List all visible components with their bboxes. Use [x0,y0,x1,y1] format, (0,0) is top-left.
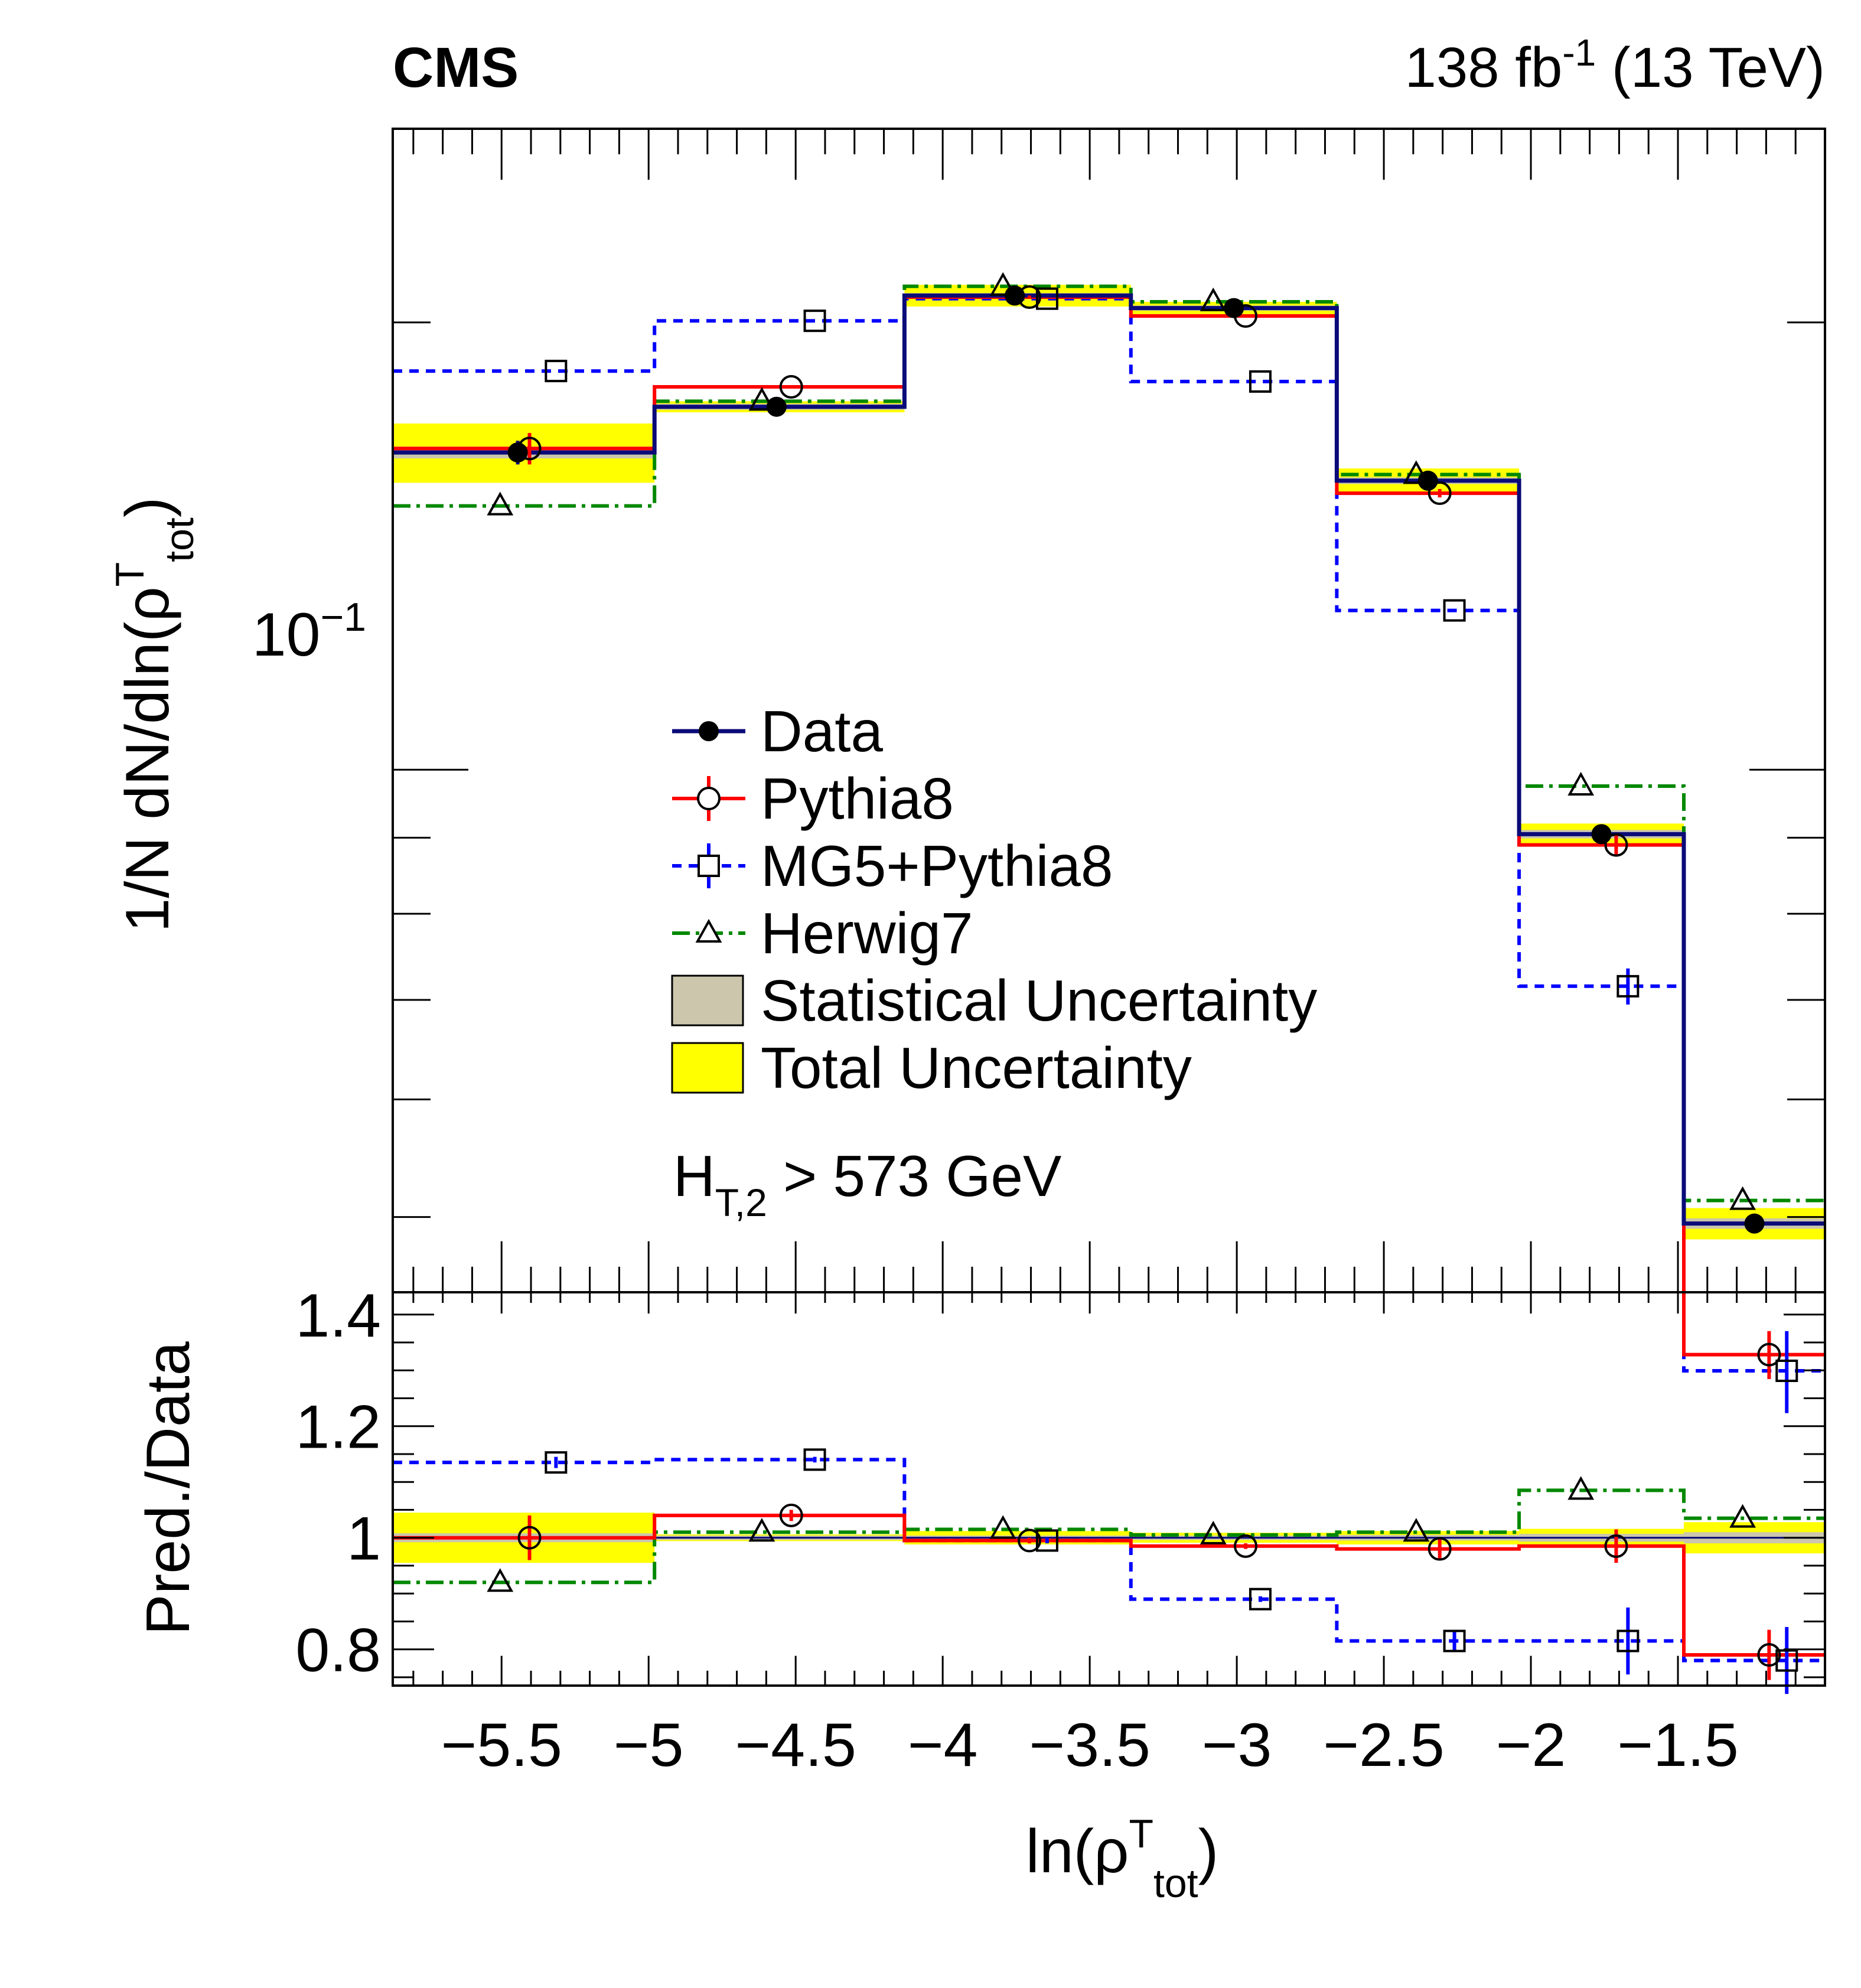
lower-pythia-marker-1 [779,1503,803,1527]
lower-frame [392,1291,1826,1687]
x-tick-label: −5 [614,1711,684,1780]
lower-y-tick-label: 0.8 [295,1617,381,1685]
upper-data-marker-0 [507,442,528,463]
lower-mg5-marker-4 [1443,1629,1466,1653]
lower-mg5-marker-6 [1775,1649,1798,1672]
lower-pythia-marker-6 [1757,1643,1781,1667]
luminosity-label: 138 fb-1 (13 TeV) [1404,31,1825,99]
x-tick-label: −4 [908,1711,978,1780]
legend-label-mg5: MG5+Pythia8 [761,833,1113,898]
x-tick-label: −2 [1496,1711,1566,1780]
lower-panel: 0.8 1 1.2 1.4 [295,1282,1826,1694]
upper-data-marker-3 [1224,298,1244,318]
lower-pythia-marker-0 [517,1526,542,1550]
lower-mg5-marker-3 [1249,1588,1272,1611]
lumi-main: 138 fb [1404,36,1562,99]
upper-mg5-marker-2 [1035,287,1058,310]
upper-herwig-marker-1 [748,387,775,411]
lower-pythia-marker-5 [1604,1534,1628,1558]
lumi-exponent: -1 [1562,31,1596,74]
x-tick-label: −3 [1202,1711,1272,1780]
x-axis-title: ln(ρTtot) [1026,1811,1219,1906]
experiment-label: CMS [393,36,519,99]
lower-herwig-marker-4 [1403,1518,1430,1542]
lower-y-tick-label: 1 [347,1505,381,1573]
lower-tick-labels: 0.8 1 1.2 1.4 [295,1282,381,1685]
upper-herwig-marker-5 [1567,771,1595,796]
upper-pythia-marker-3 [1234,304,1258,328]
x-tick-labels: −5.5 −5 −4.5 −4 −3.5 −3 −2.5 −2 −1.5 [441,1711,1739,1780]
lower-y-tick-label: 1.4 [295,1282,381,1350]
lower-y-tick-label: 1.2 [295,1393,381,1462]
x-tick-label: −2.5 [1323,1711,1444,1780]
lower-mg5-marker-2 [1035,1529,1058,1552]
lower-pythia-marker-4 [1427,1537,1452,1561]
legend-label-data: Data [761,699,884,764]
legend: DataPythia8MG5+Pythia8Herwig7Statistical… [671,699,1317,1100]
upper-mg5-line [393,296,1825,1373]
upper-mg5-marker-4 [1443,599,1466,622]
legend-label-stat: Statistical Uncertainty [761,968,1317,1033]
x-tick-label: −4.5 [735,1711,856,1780]
legend-marker-pythia [697,787,721,810]
legend-marker-herwig [695,918,722,943]
upper-mg5-marker-6 [1775,1360,1798,1383]
legend-label-herwig: Herwig7 [761,901,973,966]
lower-herwig-marker-2 [989,1515,1016,1539]
lower-mg5-marker-1 [803,1448,826,1471]
lower-mg5-marker-5 [1616,1629,1640,1653]
upper-herwig-line [393,284,1825,1202]
lower-herwig-marker-5 [1567,1476,1595,1500]
x-tick-label: −3.5 [1029,1711,1150,1780]
lower-y-axis-title: Pred./Data [134,1341,203,1635]
legend-marker-mg5 [698,855,720,877]
legend-swatch-total [671,1042,744,1094]
lower-markers [487,1448,1798,1694]
upper-herwig-marker-6 [1729,1186,1756,1210]
legend-swatch-stat [671,975,744,1026]
x-tick-label: −5.5 [441,1711,562,1780]
upper-pythia-marker-5 [1604,833,1628,857]
legend-marker-data [699,721,719,741]
upper-data-marker-1 [766,396,787,417]
lower-axis-ticks [393,1292,1825,1686]
upper-y-axis-title: 1/N dN/dln(ρTtot) [107,497,202,933]
ht2-cut-label: HT,2 > 573 GeV [673,1143,1061,1224]
legend-label-total: Total Uncertainty [761,1035,1192,1100]
lower-herwig-marker-6 [1729,1504,1756,1528]
upper-pythia-marker-2 [1018,285,1042,309]
upper-pythia-marker-1 [779,374,803,399]
upper-pythia-marker-0 [517,436,542,461]
upper-pythia-marker-6 [1757,1342,1781,1367]
legend-label-pythia: Pythia8 [761,766,954,831]
upper-herwig-marker-0 [487,491,514,516]
lower-pythia-marker-2 [1018,1529,1042,1553]
upper-data-marker-5 [1591,824,1612,845]
upper-mg5-marker-0 [545,360,568,383]
lumi-tail: (13 TeV) [1596,36,1825,99]
upper-mg5-marker-1 [803,309,826,333]
upper-mg5-marker-3 [1249,370,1272,393]
upper-pythia-marker-4 [1427,481,1452,506]
lower-herwig-line [393,1488,1825,1585]
lower-herwig-marker-1 [748,1518,775,1542]
lower-herwig-marker-3 [1200,1520,1227,1544]
x-tick-label: −1.5 [1617,1711,1738,1780]
upper-data-marker-4 [1417,470,1438,491]
upper-panel: 10−1 [252,128,1826,1413]
upper-decade-label: 10−1 [252,595,366,669]
upper-herwig-marker-4 [1403,460,1430,484]
upper-herwig-marker-3 [1200,287,1227,311]
lower-mg5-marker-0 [545,1451,568,1474]
lower-herwig-marker-0 [487,1568,514,1592]
lower-pythia-marker-3 [1234,1534,1258,1558]
upper-herwig-marker-2 [989,272,1016,296]
upper-mg5-marker-5 [1616,975,1640,998]
upper-axis-ticks [393,129,1825,1292]
upper-data-marker-6 [1744,1213,1765,1234]
upper-markers [487,272,1798,1413]
